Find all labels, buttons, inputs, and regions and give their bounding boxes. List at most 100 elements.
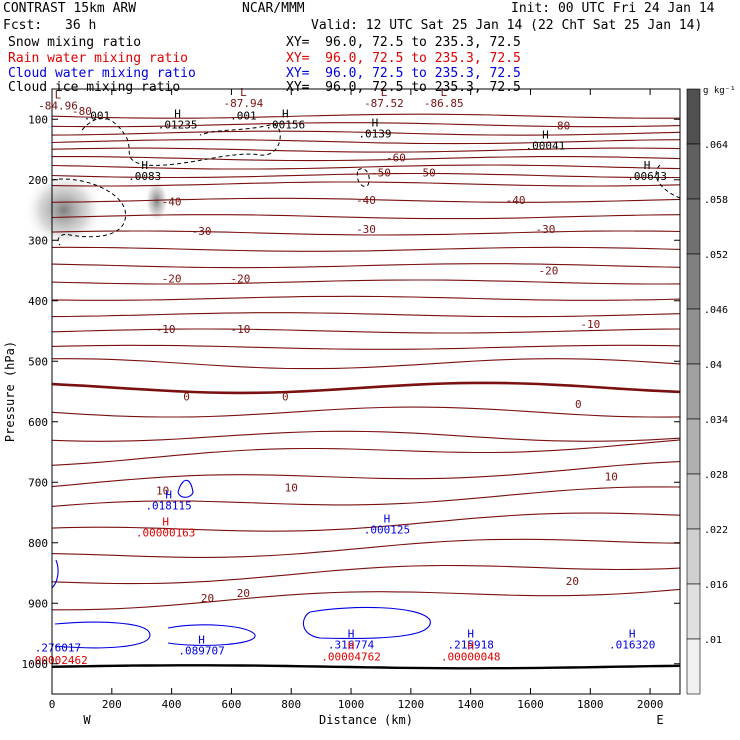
- isotherm-label: 10: [285, 481, 298, 494]
- x-tick-label: 1400: [457, 698, 484, 711]
- isotherm-label: -30: [356, 223, 376, 236]
- isotherm-line: [51, 214, 681, 220]
- isotherm-label: -80: [550, 120, 570, 133]
- extremum-value: .276017: [35, 642, 81, 655]
- extremum-value: -87.94: [224, 97, 264, 110]
- extremum-value: -84.96: [38, 100, 78, 113]
- isotherm-label: -30: [535, 223, 555, 236]
- colorbar-tick-label: .016: [704, 580, 728, 591]
- x-tick-label: 1200: [398, 698, 425, 711]
- cloud-ice-contour: [655, 164, 681, 199]
- extremum-value: .00004762: [321, 651, 381, 664]
- extremum-marker: H: [384, 513, 391, 526]
- isotherm-line: [51, 246, 681, 252]
- x-axis-label: Distance (km): [319, 713, 413, 727]
- colorbar-swatch: [686, 198, 701, 255]
- plot-area: -80 -80 -60 -50 -50 -40 -40 -40 -30 -30 -30 -20 -20 -…: [3, 86, 681, 727]
- isotherm-line: [51, 430, 681, 442]
- forecast-label: Fcst:: [3, 18, 43, 33]
- y-tick-label: 300: [28, 234, 48, 247]
- isotherm-label: 10: [156, 484, 169, 497]
- colorbar-swatch: [686, 528, 701, 585]
- y-tick-label: 800: [28, 537, 48, 550]
- field-snow-xy: XY= 96.0, 72.5 to 235.3, 72.5: [286, 35, 521, 50]
- isotherm-line: [52, 358, 681, 370]
- isotherm-label: -60: [386, 152, 406, 165]
- y-tick-label: 600: [28, 416, 48, 429]
- cloud-water-contour: [54, 621, 151, 649]
- extremum-value: .0083: [128, 170, 161, 183]
- isotherm-label: 0: [575, 398, 582, 411]
- isotherm-label: -80: [72, 105, 92, 118]
- model-title: CONTRAST 15km ARW: [3, 1, 137, 16]
- extremum-value: .00002462: [28, 654, 88, 667]
- colorbar-swatch: [686, 253, 701, 310]
- isotherm-line: [51, 461, 681, 488]
- cloud-ice-contour: [356, 168, 370, 187]
- extremum-marker: L: [240, 86, 247, 99]
- cloud-water-contour: [177, 479, 194, 498]
- colorbar-tick-label: .028: [704, 470, 728, 481]
- x-tick-label: 1000: [338, 698, 365, 711]
- isotherm-line: [51, 164, 681, 170]
- x-tick-label: 600: [221, 698, 241, 711]
- extremum-value: -87.52: [364, 97, 404, 110]
- valid-time: Valid: 12 UTC Sat 25 Jan 14 (22 ChT Sat …: [311, 18, 703, 33]
- extremum-marker: L: [55, 89, 62, 102]
- x-tick-label: 800: [281, 698, 301, 711]
- extremum-marker: H: [372, 116, 379, 129]
- colorbar-tick-label: .01: [704, 635, 722, 646]
- isotherm-label: 0: [183, 391, 190, 404]
- colorbar-swatch: [686, 473, 701, 530]
- extremum-marker: H: [348, 628, 355, 641]
- extremum-value: .01235: [158, 118, 198, 131]
- org-label: NCAR/MMM: [242, 1, 305, 16]
- init-time: Init: 00 UTC Fri 24 Jan 14: [511, 1, 715, 16]
- isotherm-label: -40: [506, 194, 526, 207]
- isotherm-label: -10: [580, 318, 600, 331]
- isotherm-line: [51, 139, 681, 145]
- colorbar-swatch: [686, 418, 701, 475]
- extremum-value: .00000163: [136, 527, 196, 540]
- y-tick-label: 400: [28, 295, 48, 308]
- extremum-marker: H: [629, 628, 636, 641]
- plot-frame: [51, 88, 681, 695]
- isotherm-line: [51, 172, 680, 179]
- extremum-value: .316774: [328, 639, 375, 652]
- extremum-value: .215918: [447, 639, 493, 652]
- isotherm-line: [51, 295, 681, 301]
- extremum-marker: L: [440, 86, 447, 99]
- field-snow-name: Snow mixing ratio: [8, 35, 142, 50]
- extremum-marker: H: [282, 107, 289, 120]
- colorbar-swatch: [686, 638, 701, 695]
- isotherm-line: [51, 181, 681, 187]
- isotherm-label: -10: [156, 323, 176, 336]
- colorbar-tick-label: .034: [704, 415, 728, 426]
- isotherm-label: 10: [605, 470, 618, 483]
- isotherm-label: -20: [538, 265, 558, 278]
- isotherm-label: 20: [201, 592, 214, 605]
- snow-shading-400km: [144, 178, 169, 223]
- extremum-value: .000125: [364, 524, 410, 537]
- field-cloudwater-xy: XY= 96.0, 72.5 to 235.3, 72.5: [286, 66, 521, 81]
- extremum-value: .00156: [265, 118, 305, 131]
- isotherm-label: 20: [566, 575, 579, 588]
- colorbar-tick-label: .064: [704, 140, 728, 151]
- extremum-value: .001: [230, 109, 257, 122]
- x-tick-label: 400: [162, 698, 182, 711]
- extremum-marker: H: [165, 488, 172, 501]
- extremum-marker: H: [162, 516, 169, 529]
- isotherm-line: [51, 197, 681, 203]
- y-axis-label: Pressure (hPa): [3, 341, 17, 442]
- isotherm-line: [51, 486, 681, 507]
- isotherm-line: [51, 230, 681, 236]
- colorbar-swatch: [686, 143, 701, 200]
- extremum-value: .018115: [145, 499, 191, 512]
- snow-shading-west: [23, 172, 104, 248]
- y-tick-label: 700: [28, 476, 48, 489]
- colorbar-tick-label: .052: [704, 250, 728, 261]
- extremum-value: .089707: [178, 645, 224, 658]
- isotherm-line: [51, 279, 681, 285]
- cloud-ice-contour: [81, 117, 281, 166]
- isotherm-label: -10: [230, 323, 250, 336]
